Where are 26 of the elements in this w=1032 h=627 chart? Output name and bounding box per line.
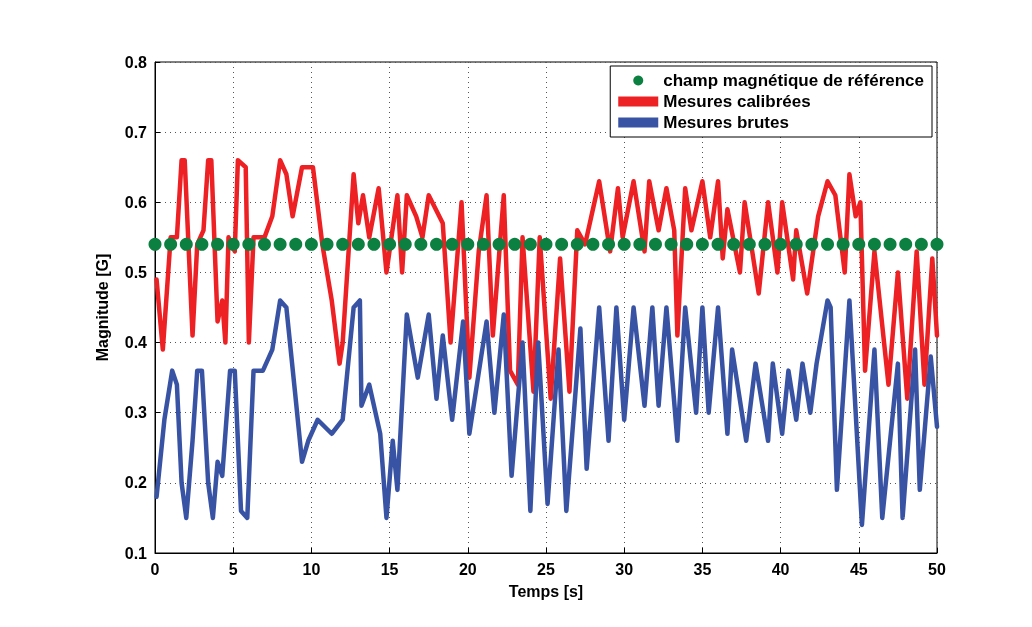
- x-tick-label: 15: [380, 560, 399, 578]
- x-tick-label: 45: [849, 560, 868, 578]
- x-tick-label: 10: [302, 560, 321, 578]
- y-tick-label: 0.5: [124, 263, 148, 281]
- y-tick-label: 0.7: [124, 123, 148, 141]
- line-series: [154, 157, 940, 401]
- y-tick-label: 0.1: [124, 544, 148, 562]
- y-axis-title: Magnitude [G]: [93, 253, 111, 362]
- legend-label: Mesures calibrées: [663, 92, 811, 111]
- x-tick-label: 30: [615, 560, 634, 578]
- y-tick-label: 0.8: [124, 53, 148, 71]
- x-tick-label: 0: [150, 560, 160, 578]
- x-tick-label: 40: [771, 560, 790, 578]
- y-tick-label: 0.6: [124, 193, 148, 211]
- legend-label: champ magnétique de référence: [663, 71, 925, 90]
- y-tick-label: 0.3: [124, 404, 148, 422]
- x-tick-label: 5: [228, 560, 238, 578]
- x-tick-label: 35: [693, 560, 712, 578]
- legend-label: Mesures brutes: [663, 113, 789, 132]
- y-tick-label: 0.2: [124, 474, 148, 492]
- x-tick-label: 50: [928, 560, 946, 578]
- x-axis-title: Temps [s]: [508, 582, 584, 600]
- line-series: [154, 298, 940, 528]
- y-tick-label: 0.4: [124, 334, 148, 352]
- x-tick-label: 20: [458, 560, 477, 578]
- x-tick-label: 25: [537, 560, 555, 578]
